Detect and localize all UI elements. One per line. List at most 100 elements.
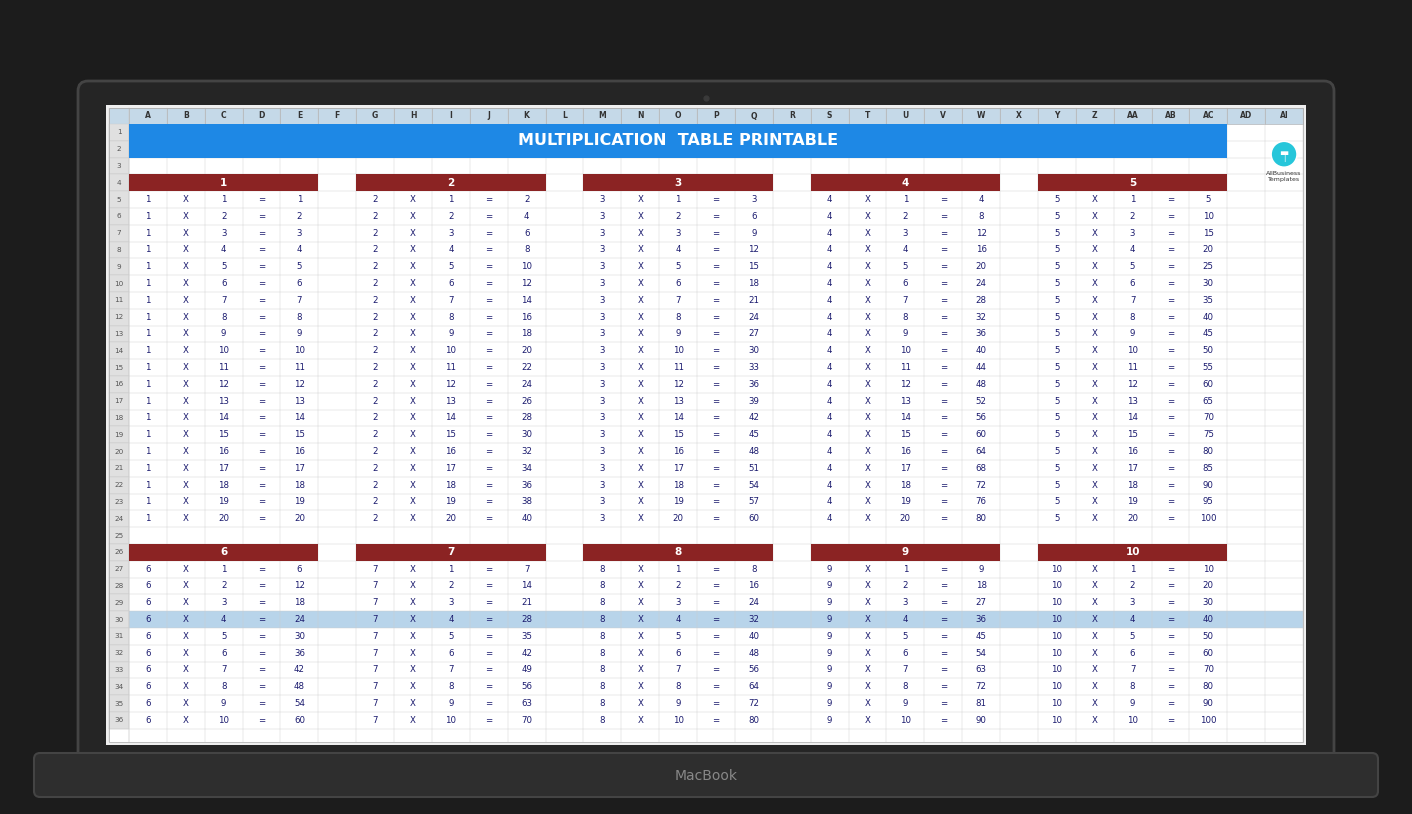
Text: X: X (637, 464, 644, 473)
Text: 4: 4 (979, 195, 984, 204)
Text: 3: 3 (600, 346, 606, 355)
Text: 7: 7 (373, 716, 378, 725)
Text: =: = (713, 396, 720, 405)
Text: 12: 12 (899, 380, 911, 389)
Text: 2: 2 (373, 464, 378, 473)
Text: 14: 14 (672, 414, 683, 422)
Text: 5: 5 (1055, 279, 1059, 288)
Text: 2: 2 (220, 581, 226, 590)
Text: 3: 3 (675, 598, 681, 607)
Text: X: X (1091, 716, 1097, 725)
Text: 32: 32 (748, 615, 760, 624)
Text: =: = (486, 229, 493, 238)
Text: 3: 3 (600, 262, 606, 271)
Text: X: X (184, 346, 189, 355)
Text: X: X (1091, 262, 1097, 271)
Text: X: X (637, 380, 644, 389)
Text: =: = (713, 497, 720, 506)
Text: 10: 10 (672, 346, 683, 355)
Text: 40: 40 (748, 632, 760, 641)
Text: 3: 3 (600, 431, 606, 440)
Text: T: T (864, 112, 870, 120)
Text: 3: 3 (1130, 229, 1135, 238)
Text: X: X (864, 447, 870, 456)
Text: 64: 64 (748, 682, 760, 691)
Text: 2: 2 (373, 212, 378, 221)
Text: 9: 9 (1130, 330, 1135, 339)
Text: X: X (409, 598, 417, 607)
Bar (109, 191, 128, 208)
Bar (109, 242, 128, 258)
Text: 17: 17 (219, 464, 229, 473)
Text: =: = (258, 363, 265, 372)
Text: X: X (864, 632, 870, 641)
Text: 16: 16 (114, 382, 124, 387)
Text: 1: 1 (145, 246, 151, 255)
Text: X: X (637, 396, 644, 405)
Text: 2: 2 (373, 313, 378, 322)
Text: 100: 100 (1200, 716, 1217, 725)
Text: 8: 8 (600, 565, 606, 574)
Text: =: = (258, 246, 265, 255)
Bar (109, 275, 128, 292)
Text: X: X (409, 195, 417, 204)
Text: 6: 6 (524, 229, 530, 238)
Text: 9: 9 (827, 666, 832, 675)
Text: 6: 6 (1130, 279, 1135, 288)
Text: 48: 48 (748, 649, 760, 658)
Text: 1: 1 (145, 363, 151, 372)
Text: X: X (637, 262, 644, 271)
Text: 24: 24 (748, 313, 760, 322)
Text: 81: 81 (976, 699, 987, 708)
Text: 2: 2 (373, 497, 378, 506)
Text: 11: 11 (219, 363, 229, 372)
Text: =: = (486, 380, 493, 389)
Text: =: = (713, 346, 720, 355)
Text: 8: 8 (751, 565, 757, 574)
Text: =: = (486, 447, 493, 456)
Text: MacBook: MacBook (675, 769, 737, 783)
Text: =: = (713, 431, 720, 440)
Text: 17: 17 (899, 464, 911, 473)
Text: 65: 65 (1203, 396, 1214, 405)
Text: X: X (1091, 565, 1097, 574)
Bar (109, 527, 128, 544)
Text: =: = (939, 716, 947, 725)
Text: ▬: ▬ (1279, 148, 1289, 158)
Text: =: = (1166, 363, 1173, 372)
Text: 40: 40 (521, 514, 532, 523)
Text: =: = (939, 279, 947, 288)
Text: X: X (409, 649, 417, 658)
Text: X: X (184, 296, 189, 305)
Text: 50: 50 (1203, 632, 1214, 641)
Text: 27: 27 (976, 598, 987, 607)
Bar (109, 108, 128, 124)
Bar (109, 645, 128, 662)
Text: X: X (409, 615, 417, 624)
Text: 56: 56 (748, 666, 760, 675)
Text: 13: 13 (445, 396, 456, 405)
Text: 9: 9 (902, 547, 909, 558)
Text: 4: 4 (827, 296, 832, 305)
Text: =: = (939, 598, 947, 607)
Text: AA: AA (1127, 112, 1138, 120)
Bar (109, 158, 128, 174)
Text: X: X (864, 380, 870, 389)
Bar (128, 108, 167, 124)
Text: 48: 48 (748, 447, 760, 456)
Text: X: X (1091, 396, 1097, 405)
Text: 18: 18 (899, 481, 911, 490)
Bar (962, 108, 1000, 124)
Text: X: X (637, 666, 644, 675)
Text: =: = (713, 581, 720, 590)
Text: 10: 10 (219, 346, 229, 355)
Text: =: = (258, 414, 265, 422)
Text: 4: 4 (827, 447, 832, 456)
Text: AI: AI (1279, 112, 1288, 120)
Text: 1: 1 (145, 262, 151, 271)
Text: 75: 75 (1203, 431, 1214, 440)
Text: 2: 2 (448, 177, 455, 188)
Text: =: = (258, 229, 265, 238)
Text: X: X (184, 380, 189, 389)
Text: 2: 2 (373, 514, 378, 523)
